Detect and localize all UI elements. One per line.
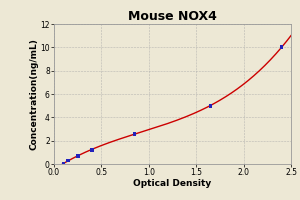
Point bbox=[61, 162, 66, 165]
Point bbox=[66, 159, 70, 162]
Y-axis label: Concentration(ng/mL): Concentration(ng/mL) bbox=[30, 38, 39, 150]
Point bbox=[208, 104, 213, 107]
Point bbox=[279, 46, 284, 49]
X-axis label: Optical Density: Optical Density bbox=[134, 179, 212, 188]
Point bbox=[75, 154, 80, 157]
Point bbox=[89, 148, 94, 152]
Title: Mouse NOX4: Mouse NOX4 bbox=[128, 10, 217, 23]
Point bbox=[132, 132, 137, 135]
